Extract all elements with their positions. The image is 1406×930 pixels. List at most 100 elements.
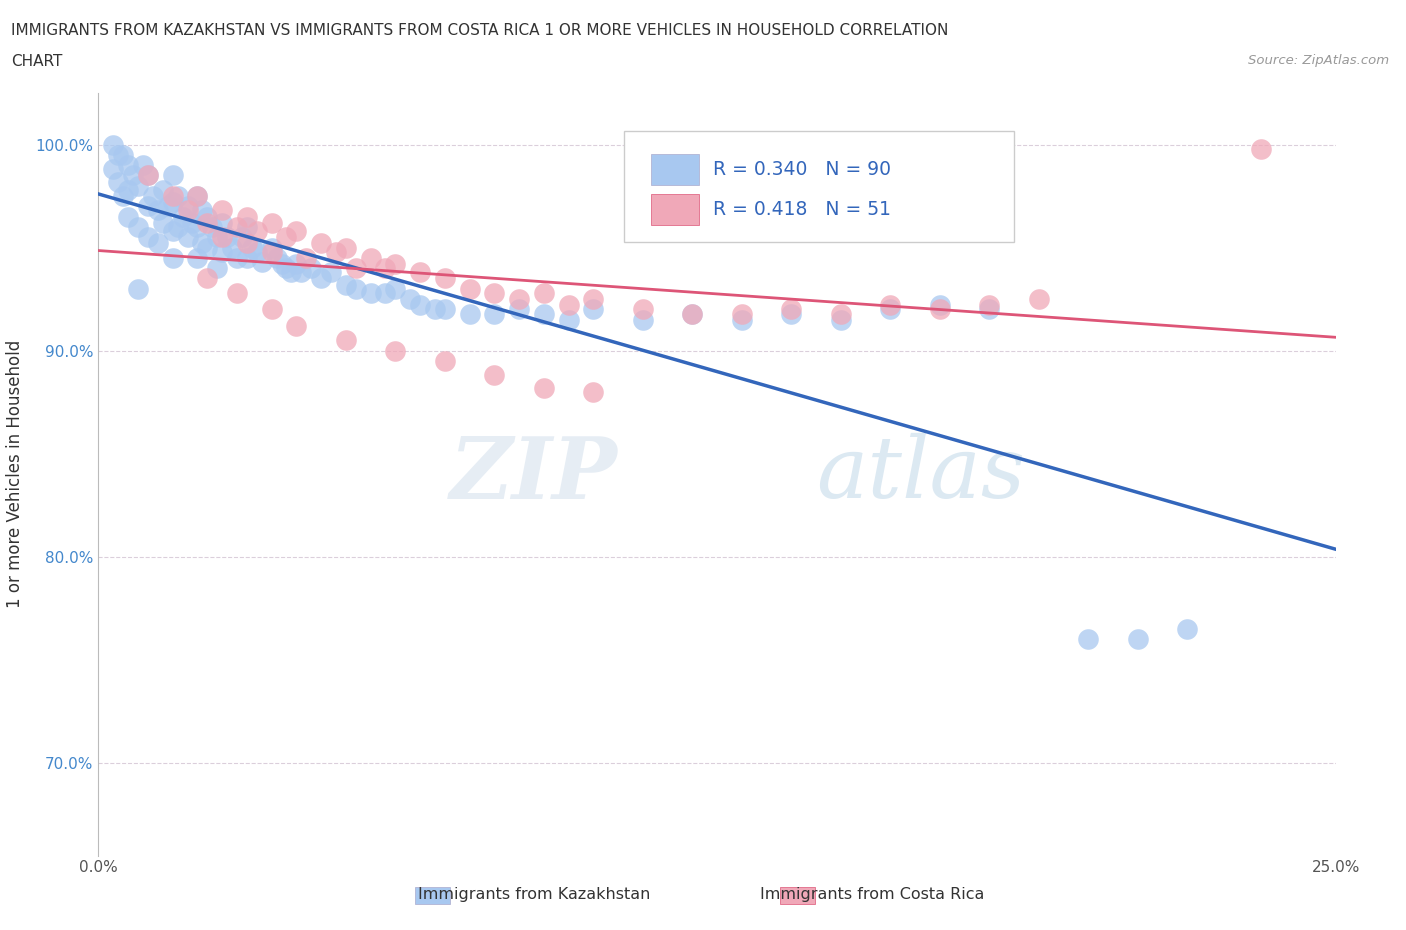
Point [309,271,332,286]
Bar [780,887,815,904]
Point [384,343,406,358]
Point [360,286,382,300]
Point [631,312,654,327]
Point [195,271,218,286]
Point [152,216,174,231]
Point [107,174,129,189]
Point [335,333,357,348]
Point [484,286,506,300]
Point [309,236,332,251]
Point [285,223,308,238]
Point [240,240,263,255]
Point [582,292,605,307]
Point [146,236,169,251]
Point [211,216,233,231]
Point [928,298,950,312]
Point [384,282,406,297]
Point [186,250,208,265]
Point [335,277,357,292]
Point [136,168,159,183]
Point [127,282,149,297]
FancyBboxPatch shape [651,194,699,225]
Point [166,219,188,234]
Point [211,245,233,259]
Point [146,203,169,218]
Point [1077,631,1099,646]
Point [780,306,803,321]
Point [162,168,184,183]
FancyBboxPatch shape [651,154,699,184]
Point [879,298,901,312]
Point [236,209,259,224]
Point [731,306,754,321]
Point [731,312,754,327]
Point [360,250,382,265]
Point [162,189,184,204]
Point [830,306,852,321]
Point [176,199,198,214]
Point [681,306,703,321]
Point [236,236,259,251]
Point [226,219,249,234]
Point [136,199,159,214]
Bar [415,887,450,904]
Point [156,199,179,214]
Text: ZIP: ZIP [450,432,619,516]
Point [136,168,159,183]
Point [433,271,456,286]
Point [344,260,367,275]
Point [117,182,139,197]
Point [557,312,579,327]
Point [631,302,654,317]
Point [117,209,139,224]
Point [181,216,204,231]
Point [112,147,135,162]
Point [260,245,283,259]
Point [423,302,446,317]
Point [201,219,224,234]
Point [226,250,249,265]
Point [103,162,125,177]
Point [195,209,218,224]
Point [276,230,298,245]
Point [260,216,283,231]
Point [458,306,481,321]
Point [266,250,288,265]
Point [162,250,184,265]
Point [979,302,1001,317]
Point [107,147,129,162]
Point [384,257,406,272]
Point [285,257,308,272]
Point [260,240,283,255]
Point [186,189,208,204]
Point [780,302,803,317]
Point [186,219,208,234]
Point [205,260,228,275]
Point [195,240,218,255]
Point [186,189,208,204]
Point [533,306,555,321]
Point [195,216,218,231]
Point [172,209,194,224]
Y-axis label: 1 or more Vehicles in Household: 1 or more Vehicles in Household [7,340,24,608]
Point [979,298,1001,312]
Point [136,230,159,245]
Point [132,158,155,173]
Point [433,302,456,317]
Point [127,219,149,234]
Point [1250,141,1272,156]
Point [152,182,174,197]
Point [176,203,198,218]
Point [246,223,269,238]
Text: CHART: CHART [11,54,63,69]
Point [319,265,342,280]
Point [484,306,506,321]
Point [928,302,950,317]
Point [217,230,239,245]
Point [409,298,432,312]
FancyBboxPatch shape [624,131,1014,242]
Point [270,257,292,272]
Point [285,318,308,333]
Point [533,380,555,395]
Point [374,286,396,300]
